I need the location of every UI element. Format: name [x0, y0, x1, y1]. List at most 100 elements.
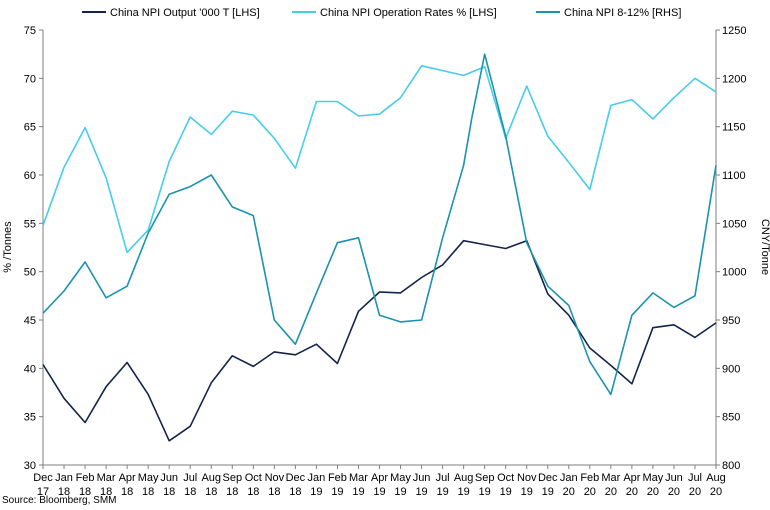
x-tick-label-month: May	[390, 472, 411, 484]
x-tick-label-year: 19	[331, 486, 343, 498]
x-tick-label-month: Nov	[265, 472, 285, 484]
legend: China NPI Output '000 T [LHS] China NPI …	[82, 7, 681, 19]
x-tick-label-month: Apr	[371, 472, 388, 484]
x-tick-label-year: 18	[163, 486, 175, 498]
x-tick-label-month: Apr	[623, 472, 640, 484]
x-tick-label-year: 20	[626, 486, 638, 498]
series-line-npi-output	[42, 239, 717, 442]
left-tick-label: 30	[24, 460, 36, 472]
left-axis-title: % /Tonnes	[2, 221, 14, 273]
right-tick-label: 1250	[722, 25, 746, 37]
x-tick-label-year: 19	[436, 486, 448, 498]
x-tick-label-year: 18	[268, 486, 280, 498]
x-tick-label-month: Mar	[349, 472, 368, 484]
x-tick-label-year: 20	[689, 486, 701, 498]
x-tick-label-month: Mar	[601, 472, 620, 484]
left-tick-label: 35	[24, 412, 36, 424]
x-tick-label-year: 20	[563, 486, 575, 498]
plot-area	[42, 30, 717, 466]
x-tick-label-year: 20	[647, 486, 659, 498]
x-tick-label-year: 20	[668, 486, 680, 498]
legend-label-npi-output: China NPI Output '000 T [LHS]	[110, 7, 260, 19]
x-tick-label-month: Dec	[538, 472, 558, 484]
x-tick-label-month: Mar	[97, 472, 116, 484]
x-tick-label-month: Sep	[475, 472, 495, 484]
x-tick-label-month: Jun	[160, 472, 178, 484]
x-tick-label-year: 18	[226, 486, 238, 498]
left-tick-label: 60	[24, 170, 36, 182]
left-tick-label: 45	[24, 315, 36, 327]
x-axis-ticks: Dec 17 Jan 18 Feb 18 Mar 18 Apr 18 May 18 Jun 18 Jul 18…	[33, 465, 726, 498]
right-tick-label: 850	[722, 412, 740, 424]
x-tick-label-month: Jan	[55, 472, 73, 484]
x-tick-label-year: 18	[247, 486, 259, 498]
x-tick-label-month: May	[138, 472, 159, 484]
x-tick-label-year: 18	[100, 486, 112, 498]
x-tick-label-year: 19	[394, 486, 406, 498]
x-tick-label-year: 18	[184, 486, 196, 498]
x-tick-label-year: 19	[479, 486, 491, 498]
x-tick-label-month: Jul	[436, 472, 450, 484]
series-lines	[42, 53, 717, 442]
series-line-operation-rates	[42, 65, 717, 254]
x-tick-label-year: 19	[458, 486, 470, 498]
right-axis-ticks: 800 850 900 950 1000 1050 1100 1150 1200 1250	[716, 25, 746, 472]
x-tick-label-month: Apr	[119, 472, 136, 484]
left-tick-label: 70	[24, 73, 36, 85]
x-tick-label-month: Oct	[497, 472, 514, 484]
x-tick-label-year: 19	[415, 486, 427, 498]
x-tick-label-year: 18	[205, 486, 217, 498]
x-tick-label-year: 18	[289, 486, 301, 498]
right-axis-title: CNY/Tonne	[759, 219, 770, 275]
x-tick-label-year: 19	[310, 486, 322, 498]
right-tick-label: 900	[722, 363, 740, 375]
x-tick-label-month: Jun	[665, 472, 683, 484]
x-tick-label-month: Jun	[413, 472, 431, 484]
right-tick-label: 1050	[722, 218, 746, 230]
right-tick-label: 1000	[722, 267, 746, 279]
left-tick-label: 75	[24, 25, 36, 37]
x-tick-label-month: Oct	[245, 472, 262, 484]
right-tick-label: 1200	[722, 73, 746, 85]
x-tick-label-month: Feb	[580, 472, 599, 484]
x-tick-label-year: 18	[58, 486, 70, 498]
x-tick-label-year: 18	[79, 486, 91, 498]
x-tick-label-year: 17	[37, 486, 49, 498]
left-tick-label: 55	[24, 218, 36, 230]
x-tick-label-month: Sep	[222, 472, 242, 484]
right-tick-label: 950	[722, 315, 740, 327]
x-tick-label-year: 19	[500, 486, 512, 498]
right-tick-label: 1100	[722, 170, 746, 182]
x-tick-label-month: Jul	[183, 472, 197, 484]
x-tick-label-month: Feb	[328, 472, 347, 484]
source-note: Source: Bloomberg, SMM	[2, 495, 117, 506]
x-tick-label-year: 20	[605, 486, 617, 498]
right-tick-label: 800	[722, 460, 740, 472]
x-tick-label-month: Aug	[201, 472, 221, 484]
legend-label-npi-8-12: China NPI 8-12% [RHS]	[564, 7, 681, 19]
x-tick-label-month: Nov	[517, 472, 537, 484]
x-tick-label-month: Dec	[33, 472, 53, 484]
left-tick-label: 50	[24, 267, 36, 279]
x-tick-label-year: 18	[142, 486, 154, 498]
x-tick-label-year: 18	[121, 486, 133, 498]
x-tick-label-year: 19	[542, 486, 554, 498]
x-tick-label-year: 19	[352, 486, 364, 498]
x-tick-label-year: 20	[710, 486, 722, 498]
x-tick-label-month: May	[643, 472, 664, 484]
legend-label-operation-rates: China NPI Operation Rates % [LHS]	[320, 7, 497, 19]
x-tick-label-month: Aug	[706, 472, 726, 484]
x-tick-label-month: Jan	[308, 472, 326, 484]
left-tick-label: 40	[24, 363, 36, 375]
series-line-npi-8-12	[42, 53, 717, 396]
x-tick-label-month: Feb	[76, 472, 95, 484]
right-tick-label: 1150	[722, 122, 746, 134]
x-tick-label-year: 20	[584, 486, 596, 498]
x-tick-label-month: Jan	[560, 472, 578, 484]
x-tick-label-year: 19	[521, 486, 533, 498]
left-tick-label: 65	[24, 122, 36, 134]
left-axis-ticks: 30 35 40 45 50 55 60 65 70 75	[24, 25, 43, 472]
x-tick-label-year: 19	[373, 486, 385, 498]
x-tick-label-month: Aug	[454, 472, 474, 484]
